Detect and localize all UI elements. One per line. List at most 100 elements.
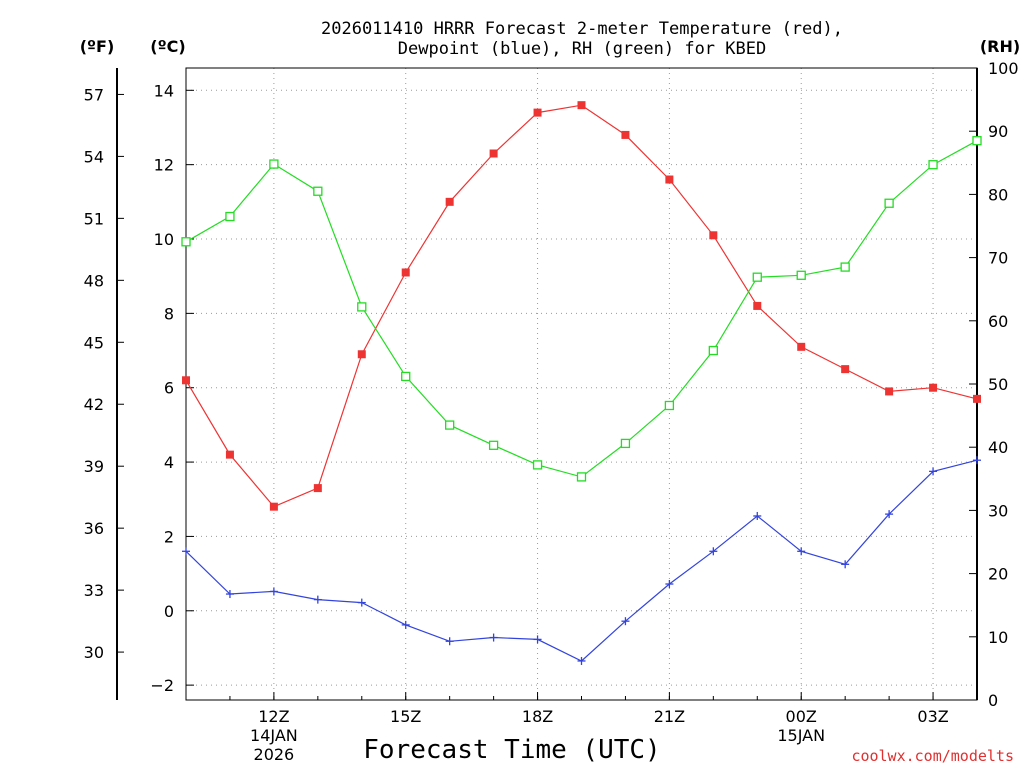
temperature-point [797,342,806,351]
rh-tick-label: 40 [988,438,1008,457]
dewpoint-point [357,598,366,607]
celsius-tick-label: 10 [154,230,174,249]
rh-point [840,262,850,272]
temperature-point [357,350,366,359]
celsius-tick-label: 0 [164,602,174,621]
rh-point [796,270,806,280]
rh-tick-label: 20 [988,565,1008,584]
fahrenheit-unit-label: (ºF) [80,37,115,56]
celsius-tick-label: 2 [164,527,174,546]
rh-tick-label: 0 [988,691,998,710]
rh-tick-label: 100 [988,59,1019,78]
fahrenheit-tick-label: 33 [84,581,104,600]
rh-point [576,472,587,482]
temperature-point [709,231,718,240]
rh-point [225,211,235,222]
x-tick-label: 18Z [522,707,553,726]
temperature-line [185,104,978,508]
rh-line [185,140,978,478]
x-tick-label: 12Z [258,707,289,726]
rh-point [445,420,455,430]
temperature-point [182,376,190,385]
celsius-tick-label: 8 [164,304,174,323]
rh-point [269,159,279,169]
dewpoint-point [885,510,894,519]
dewpoint-point [269,587,278,596]
temperature-point [753,301,762,310]
fahrenheit-tick-label: 42 [84,395,104,414]
celsius-tick-label: 12 [154,156,174,175]
rh-tick-label: 30 [988,501,1008,520]
grid-layer [186,68,977,700]
rh-point [752,272,762,282]
dewpoint-point [445,637,454,646]
fahrenheit-tick-label: 39 [84,457,104,476]
chart-title-line-2: Dewpoint (blue), RH (green) for KBED [398,39,766,59]
dewpoint-point [929,467,938,476]
rh-point [532,460,543,470]
rh-point [884,198,894,208]
x-tick-label: 00Z [786,707,817,726]
fahrenheit-tick-label: 51 [84,209,104,228]
fahrenheit-tick-label: 45 [84,333,104,352]
rh-point [708,345,718,356]
temperature-point [269,502,278,511]
temperature-point [313,484,322,493]
temperature-point [445,197,454,206]
temperature-point [665,175,674,184]
plot-frame [185,67,978,701]
celsius-tick-label: 6 [164,379,174,398]
dewpoint-line [185,459,978,662]
dewpoint-point [401,620,410,629]
dewpoint-point [841,560,850,569]
temperature-point [841,365,850,374]
x-axis-title: Forecast Time (UTC) [363,735,660,765]
rh-point [181,237,191,247]
rh-point [488,440,499,450]
temperature-point [225,450,234,459]
dewpoint-point [709,547,718,556]
fahrenheit-tick-label: 30 [84,643,104,662]
temperature-point [533,108,542,117]
rh-point [357,302,367,312]
series-layer [181,101,982,665]
dewpoint-point [665,580,674,589]
rh-point [664,400,675,411]
dewpoint-point [753,511,762,520]
rh-point [972,136,982,146]
celsius-tick-label: 14 [154,81,174,100]
x-date-label: 15JAN [777,726,825,745]
rh-unit-label: (RH) [980,37,1020,56]
x-tick-label: 03Z [917,707,948,726]
x-year-label: 2026 [254,745,295,764]
temperature-point [401,268,410,277]
dewpoint-point [313,595,322,604]
x-tick-label: 15Z [390,707,421,726]
rh-tick-label: 80 [988,185,1008,204]
fahrenheit-tick-label: 48 [84,271,104,290]
temperature-point [577,101,586,110]
temperature-point [885,387,894,396]
dewpoint-point [577,656,586,665]
dewpoint-point [182,547,190,556]
chart-title-line-1: 2026011410 HRRR Forecast 2-meter Tempera… [321,19,843,39]
temperature-point [489,149,498,158]
dewpoint-point [489,633,498,642]
rh-point [928,160,938,170]
dewpoint-point [225,590,234,599]
fahrenheit-tick-label: 57 [84,85,104,104]
rh-point [401,371,411,382]
x-date-label: 14JAN [250,726,298,745]
temperature-point [973,394,981,403]
celsius-tick-label: 4 [164,453,174,472]
dewpoint-point [973,456,981,465]
rh-tick-label: 90 [988,122,1008,141]
rh-tick-label: 60 [988,312,1008,331]
rh-point [620,438,631,449]
rh-tick-label: 50 [988,375,1008,394]
fahrenheit-tick-label: 36 [84,519,104,538]
credit-label: coolwx.com/modelts [851,747,1014,765]
fahrenheit-tick-label: 54 [84,147,104,166]
